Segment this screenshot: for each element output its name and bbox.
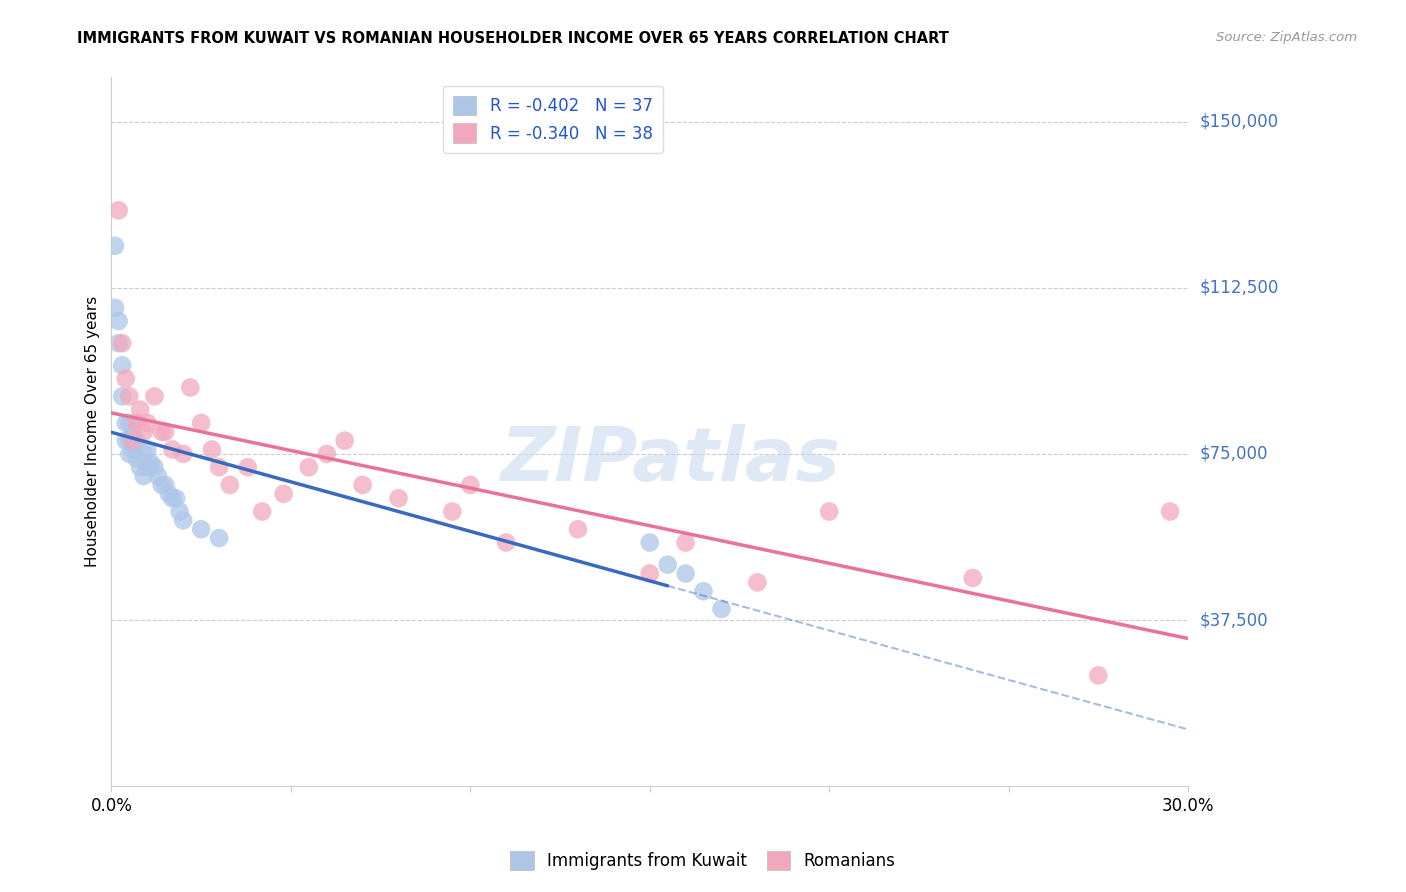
Point [104, 239, 127, 253]
Point [111, 389, 134, 403]
Point [190, 522, 212, 536]
Point [567, 522, 589, 536]
Text: $37,500: $37,500 [1199, 611, 1268, 629]
Point [107, 336, 129, 351]
Point [165, 491, 187, 506]
Point [1087, 668, 1109, 682]
Point [458, 478, 481, 492]
Point [111, 336, 134, 351]
Point [250, 504, 273, 518]
Legend: Immigrants from Kuwait, Romanians: Immigrants from Kuwait, Romanians [503, 844, 903, 877]
Point [114, 434, 136, 448]
Point [495, 535, 517, 549]
Point [125, 416, 148, 430]
Point [118, 416, 141, 430]
Point [104, 301, 127, 315]
Point [114, 416, 136, 430]
Point [118, 389, 141, 403]
Point [139, 456, 162, 470]
Point [118, 447, 141, 461]
Point [136, 442, 159, 457]
Point [315, 447, 337, 461]
Point [162, 442, 184, 457]
Point [169, 504, 191, 518]
Point [111, 359, 134, 373]
Point [352, 478, 374, 492]
Point [129, 402, 152, 417]
Point [236, 460, 259, 475]
Point [208, 531, 231, 545]
Point [1159, 504, 1181, 518]
Point [675, 566, 697, 581]
Point [122, 434, 145, 448]
Text: ZIPatlas: ZIPatlas [502, 424, 841, 497]
Point [747, 575, 769, 590]
Point [125, 451, 148, 466]
Point [150, 478, 173, 492]
Point [675, 535, 697, 549]
Point [333, 434, 356, 448]
Point [273, 487, 295, 501]
Point [150, 425, 173, 439]
Point [387, 491, 409, 506]
Text: IMMIGRANTS FROM KUWAIT VS ROMANIAN HOUSEHOLDER INCOME OVER 65 YEARS CORRELATION : IMMIGRANTS FROM KUWAIT VS ROMANIAN HOUSE… [77, 31, 949, 46]
Point [114, 371, 136, 385]
Point [441, 504, 464, 518]
Point [146, 469, 169, 483]
Point [172, 447, 194, 461]
Point [107, 314, 129, 328]
Point [136, 416, 159, 430]
Point [107, 203, 129, 218]
Point [710, 602, 733, 616]
Text: $150,000: $150,000 [1199, 112, 1278, 131]
Point [143, 389, 166, 403]
Point [201, 442, 224, 457]
Point [190, 416, 212, 430]
Point [125, 434, 148, 448]
Point [298, 460, 321, 475]
Point [638, 566, 661, 581]
Point [962, 571, 984, 585]
Point [132, 447, 155, 461]
Point [818, 504, 841, 518]
Text: $75,000: $75,000 [1199, 445, 1268, 463]
Point [208, 460, 231, 475]
Point [692, 584, 714, 599]
Point [218, 478, 240, 492]
Point [638, 535, 661, 549]
Text: Source: ZipAtlas.com: Source: ZipAtlas.com [1216, 31, 1357, 45]
Point [157, 487, 180, 501]
Point [162, 491, 184, 506]
Point [132, 469, 155, 483]
Point [155, 478, 177, 492]
Point [122, 425, 145, 439]
Point [179, 380, 201, 394]
Legend: R = -0.402   N = 37, R = -0.340   N = 38: R = -0.402 N = 37, R = -0.340 N = 38 [443, 86, 662, 153]
Y-axis label: Householder Income Over 65 years: Householder Income Over 65 years [86, 296, 100, 567]
Point [143, 460, 166, 475]
Point [122, 442, 145, 457]
Point [129, 460, 152, 475]
Point [132, 425, 155, 439]
Point [657, 558, 679, 572]
Point [136, 460, 159, 475]
Text: $112,500: $112,500 [1199, 279, 1278, 297]
Point [118, 434, 141, 448]
Point [172, 513, 194, 527]
Point [155, 425, 177, 439]
